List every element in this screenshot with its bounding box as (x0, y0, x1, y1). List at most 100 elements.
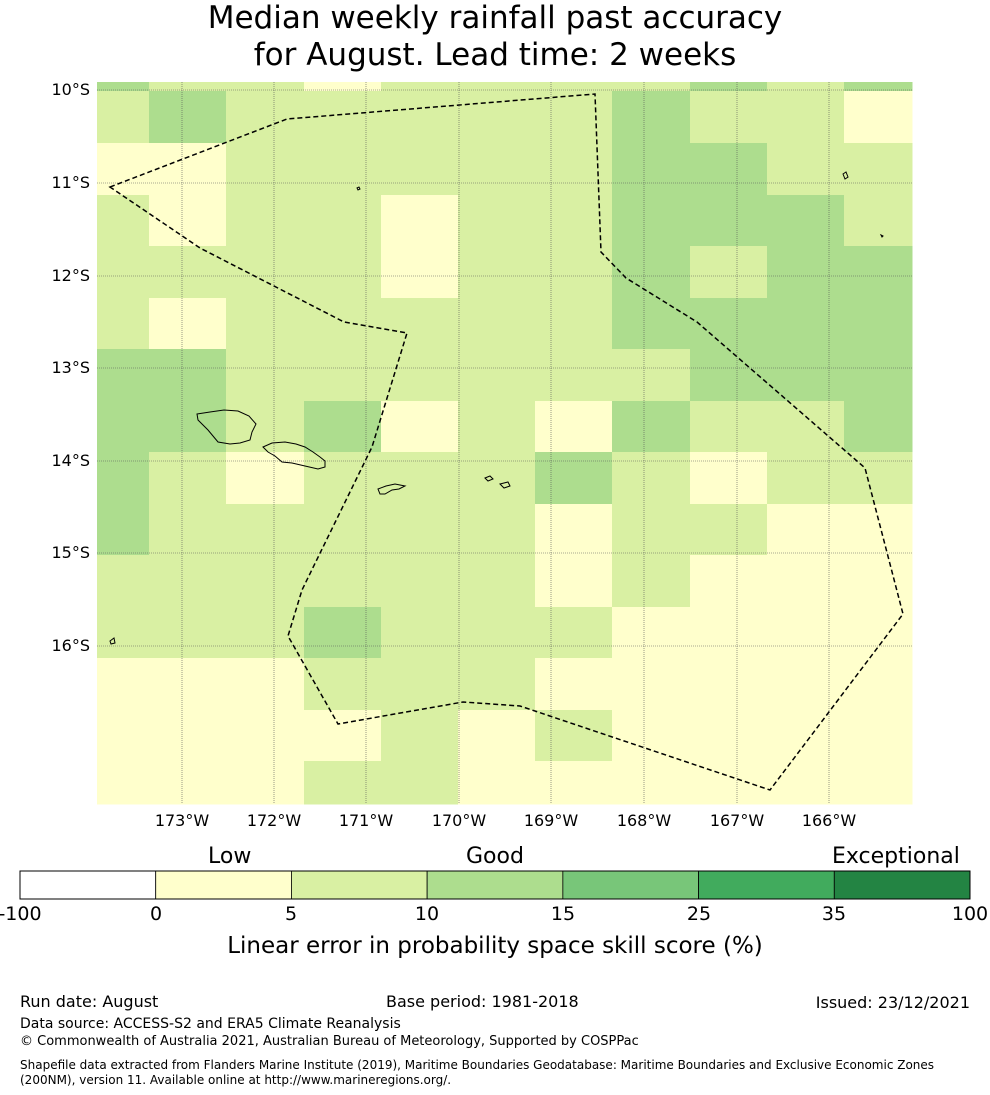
grid-cell (226, 82, 305, 92)
grid-cell (535, 349, 613, 402)
grid-cell (844, 504, 913, 556)
grid-cell (458, 607, 536, 659)
base-period: Base period: 1981-2018 (386, 992, 579, 1011)
grid-cell (149, 555, 227, 608)
grid-cell (844, 555, 913, 608)
grid-cell (304, 298, 382, 350)
grid-cell (844, 607, 913, 659)
grid-cell (381, 349, 459, 402)
grid-cell (458, 143, 536, 196)
grid-cell (458, 82, 536, 92)
grid-cell (844, 82, 913, 92)
grid-cell (767, 504, 845, 556)
grid-cell (690, 555, 768, 608)
lon-label-166w: 166°W (801, 811, 857, 830)
grid-cell (226, 246, 305, 299)
grid-cell (304, 349, 382, 402)
grid-cell (381, 710, 459, 762)
grid-cell (304, 195, 382, 247)
grid-cell (381, 452, 459, 505)
issued-date: Issued: 23/12/2021 (815, 993, 970, 1012)
grid-cell (149, 82, 227, 92)
lat-label-15s: 15°S (51, 543, 90, 562)
grid-cell (97, 504, 150, 556)
grid-cell (97, 607, 150, 659)
island-small-east (879, 233, 884, 238)
grid-cell (226, 298, 305, 350)
category-good: Good (466, 844, 524, 869)
grid-cell (226, 195, 305, 247)
grid-cell (97, 452, 150, 505)
grid-cell (535, 143, 613, 196)
grid-cell (612, 143, 691, 196)
grid-cell (149, 246, 227, 299)
grid-cell (226, 607, 305, 659)
grid-cell (535, 246, 613, 299)
skill-grid (97, 82, 913, 805)
grid-cell (690, 607, 768, 659)
grid-cell (844, 401, 913, 453)
grid-cell (149, 607, 227, 659)
grid-cell (381, 555, 459, 608)
grid-cell (844, 710, 913, 762)
grid-cell (149, 761, 227, 805)
grid-cell (690, 246, 768, 299)
map-title: Median weekly rainfall past accuracy for… (0, 0, 990, 74)
grid-cell (767, 195, 845, 247)
grid-cell (458, 349, 536, 402)
grid-cell (149, 504, 227, 556)
grid-cell (381, 298, 459, 350)
grid-cell (381, 91, 459, 144)
grid-cell (97, 555, 150, 608)
run-date: Run date: August (20, 992, 159, 1011)
grid-cell (226, 761, 305, 805)
grid-cell (612, 401, 691, 453)
island-manua-1 (484, 475, 494, 482)
colorbar-segment (19, 870, 157, 900)
grid-cell (767, 607, 845, 659)
grid-cell (844, 452, 913, 505)
grid-cell (226, 143, 305, 196)
colorbar-tick: 25 (686, 903, 712, 925)
grid-cell (612, 658, 691, 711)
grid-cell (458, 555, 536, 608)
colorbar-tick: 10 (414, 903, 440, 925)
grid-cell (690, 82, 768, 92)
grid-cell (612, 710, 691, 762)
grid-cell (226, 452, 305, 505)
title-line-2: for August. Lead time: 2 weeks (253, 37, 737, 73)
grid-cell (458, 298, 536, 350)
grid-cell (767, 761, 845, 805)
grid-cell (612, 761, 691, 805)
grid-cell (535, 761, 613, 805)
grid-cell (612, 298, 691, 350)
grid-cell (149, 195, 227, 247)
lat-label-12s: 12°S (51, 266, 90, 285)
grid-cell (149, 91, 227, 144)
grid-cell (535, 401, 613, 453)
grid-cell (690, 91, 768, 144)
lon-label-172w: 172°W (246, 811, 302, 830)
eez-boundaries (108, 93, 904, 791)
colorbar-tick: 5 (284, 903, 298, 925)
grid-cell (226, 504, 305, 556)
colorbar-tick: 100 (951, 903, 989, 925)
grid-cell (458, 710, 536, 762)
grid-cell (535, 607, 613, 659)
grid-cell (97, 401, 150, 453)
grid-cell (304, 82, 382, 92)
grid-cell (97, 761, 150, 805)
colorbar-tick: -100 (0, 903, 42, 925)
eez-samoa (108, 93, 904, 791)
colorbar-tick: 0 (149, 903, 163, 925)
grid-cell (304, 658, 382, 711)
colorbar-segment (155, 870, 292, 900)
grid-cell (612, 555, 691, 608)
grid-cell (612, 91, 691, 144)
grid-cell (535, 91, 613, 144)
lon-label-170w: 170°W (431, 811, 487, 830)
grid-cell (381, 401, 459, 453)
data-source: Data source: ACCESS-S2 and ERA5 Climate … (20, 1016, 401, 1032)
grid-cell (381, 761, 459, 805)
